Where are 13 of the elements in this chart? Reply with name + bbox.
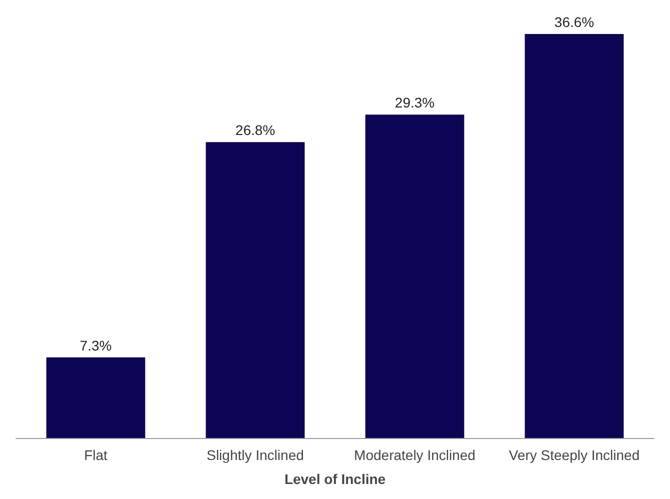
- x-axis-title: Level of Incline: [284, 471, 386, 487]
- x-tick-label: Flat: [84, 447, 108, 463]
- data-label: 36.6%: [554, 14, 594, 30]
- bar: [206, 142, 305, 438]
- data-label: 26.8%: [235, 122, 276, 138]
- bar: [524, 34, 624, 438]
- data-label: 29.3%: [394, 94, 435, 111]
- x-tick-label: Moderately Inclined: [354, 447, 476, 463]
- x-tick-label: Very Steeply Inclined: [508, 447, 640, 463]
- bar: [46, 357, 146, 438]
- bar: [365, 114, 464, 438]
- x-tick-label: Slightly Inclined: [206, 447, 304, 463]
- data-label: 7.3%: [80, 337, 112, 354]
